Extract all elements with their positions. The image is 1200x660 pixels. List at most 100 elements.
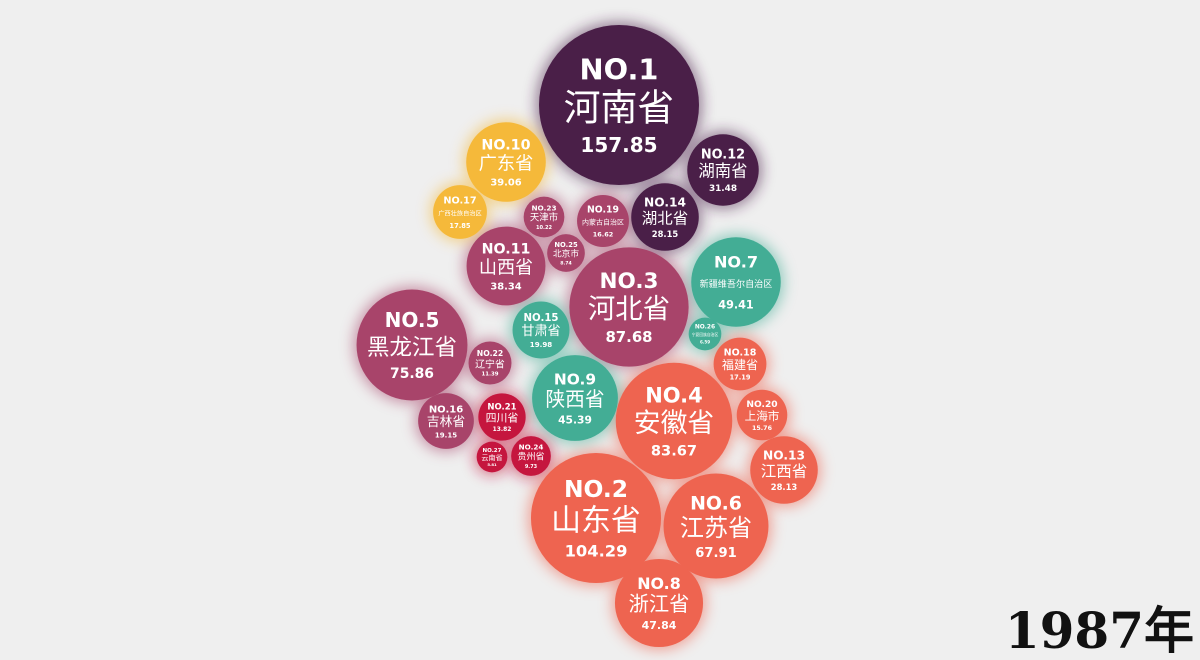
bubble-circle [418,393,474,449]
bubble-value-label: 39.06 [490,178,521,189]
bubble-rank-label: NO.26 [695,325,715,331]
bubble-rank-label: NO.19 [587,205,619,216]
bubble-circle [476,441,508,473]
bubble-name-label: 山西省 [479,257,533,278]
bubble-value-label: 75.86 [390,366,434,382]
bubble-circle [433,185,487,239]
bubble-name-label: 甘肃省 [521,323,560,339]
bubble-value-label: 15.76 [752,425,773,432]
bubble-rank-label: NO.23 [531,203,556,212]
bubble-circle [615,362,733,480]
bubble-rank-label: NO.6 [690,492,742,514]
bubble-value-label: 83.67 [651,442,697,459]
bubble-name-label: 江西省 [761,463,808,481]
bubble-name-label: 云南省 [481,453,502,462]
bubble-value-label: 157.85 [580,133,657,157]
bubble-rank-label: NO.21 [487,403,516,413]
bubble-name-label: 北京市 [553,248,579,260]
bubble-value-label: 11.39 [481,372,498,378]
bubble-circle [547,234,585,272]
bubble-circle [356,289,468,401]
bubble-name-label: 福建省 [722,357,758,372]
bubble-value-label: 6.59 [700,339,710,344]
bubble-circle [631,183,699,251]
bubble-circle [614,558,704,648]
bubble-value-label: 28.13 [771,482,798,492]
bubble-circle [750,436,818,504]
bubble-circle [468,341,512,385]
bubble-name-label: 上海市 [745,409,780,423]
bubble-circle [691,237,781,327]
bubble-circle [466,226,546,306]
bubble-circle [736,389,788,441]
bubble-name-label: 内蒙古自治区 [582,218,624,227]
bubble-value-label: 13.82 [493,427,512,433]
bubble-no5: NO.5 黑龙江省 75.86 [356,289,468,401]
bubble-value-label: 38.34 [490,282,521,293]
bubble-rank-label: NO.27 [483,448,502,454]
bubble-value-label: 28.15 [652,229,679,239]
bubble-name-label: 湖南省 [698,162,747,181]
bubble-rank-label: NO.15 [523,313,558,324]
bubble-value-label: 10.22 [536,225,553,231]
bubble-name-label: 河北省 [588,294,670,325]
bubble-rank-label: NO.20 [746,400,777,410]
bubbles: NO.1河南省157.85NO.2山东省104.29NO.3河北省87.68NO… [356,25,818,648]
bubble-rank-label: NO.9 [554,370,596,388]
bubble-rank-label: NO.8 [637,574,681,593]
bubble-value-label: 19.15 [435,431,457,439]
bubble-value-label: 9.73 [525,464,538,470]
bubble-circle [577,195,629,247]
bubble-value-label: 5.81 [487,462,497,467]
bubble-value-label: 31.48 [709,184,737,194]
bubble-value-label: 16.62 [593,230,614,238]
bubble-rank-label: NO.2 [564,475,628,503]
bubble-name-label: 安徽省 [634,408,714,439]
bubble-no7: NO.7 新疆维吾尔自治区 49.41 [691,237,781,327]
bubble-name-label: 河南省 [564,86,674,129]
bubble-rank-label: NO.17 [443,196,476,207]
bubble-value-label: 45.39 [558,413,592,426]
bubble-circle [530,452,662,584]
bubble-circle [512,301,570,359]
bubble-rank-label: NO.14 [644,195,686,209]
bubble-value-label: 8.74 [560,260,572,266]
year-label: 1987年 [1004,601,1194,660]
bubble-name-label: 黑龙江省 [367,335,457,361]
bubble-circle [687,134,759,206]
bubble-circle [478,393,526,441]
bubble-name-label: 浙江省 [629,592,690,616]
bubble-circle [511,436,551,476]
bubble-rank-label: NO.13 [763,448,805,462]
bubble-circle [713,337,767,391]
bubble-circle [532,355,618,441]
bubble-no19: NO.19 内蒙古自治区 16.62 [577,195,629,247]
bubble-value-label: 67.91 [695,546,736,561]
bubble-value-label: 19.98 [530,340,553,349]
bubble-name-label: 山东省 [551,503,641,538]
bubble-no17: NO.17 广西壮族自治区 17.85 [433,185,487,239]
bubble-rank-label: NO.25 [554,241,578,249]
bubble-circle [663,473,769,579]
bubble-rank-label: NO.18 [724,347,757,358]
bubble-name-label: 江苏省 [680,514,752,542]
bubble-rank-label: NO.5 [385,308,440,332]
bubble-rank-label: NO.22 [477,349,503,358]
